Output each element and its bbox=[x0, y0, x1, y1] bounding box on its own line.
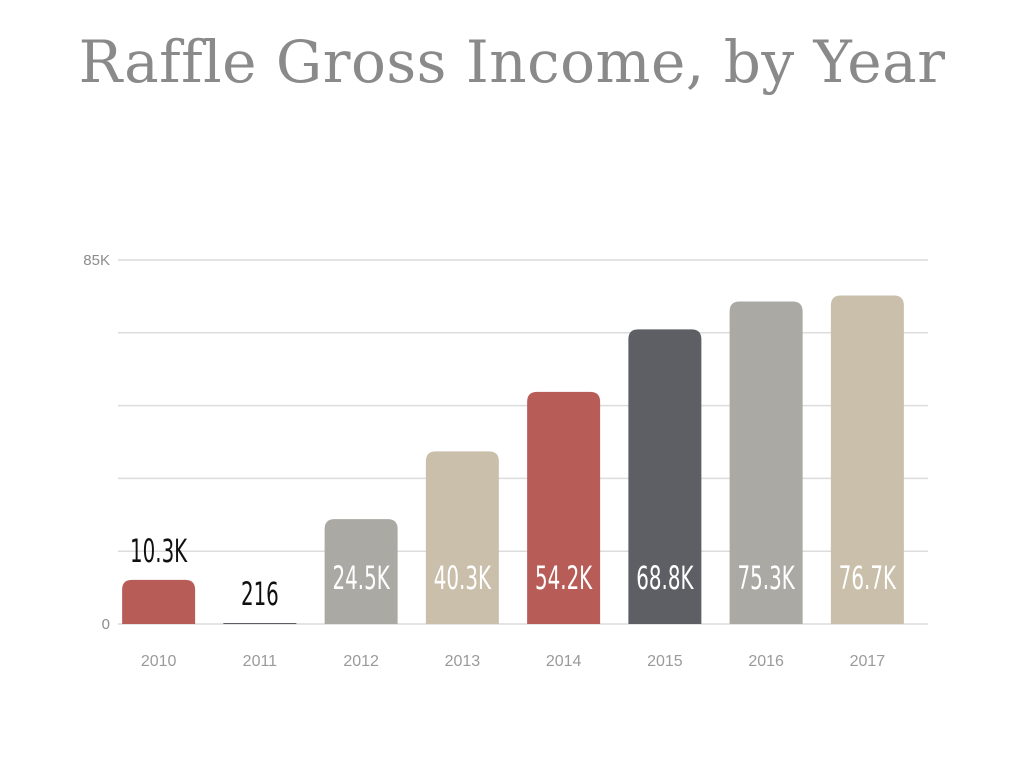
x-tick-label-2015: 2015 bbox=[647, 653, 683, 670]
x-tick-label-2011: 2011 bbox=[243, 653, 278, 670]
x-tick-label-2017: 2017 bbox=[850, 653, 886, 670]
data-label-2017: 76.7K bbox=[839, 560, 897, 597]
data-label-2012: 24.5K bbox=[333, 560, 391, 597]
y-tick-label: 85K bbox=[83, 252, 110, 269]
bar-2014 bbox=[527, 391, 601, 624]
chart-title: Raffle Gross Income, by Year bbox=[78, 28, 946, 96]
bars bbox=[122, 295, 904, 624]
x-axis-ticks: 2010 2011 2012 2013 2014 2015 2016 2017 bbox=[141, 653, 885, 670]
y-axis-ticks: 0 85K bbox=[83, 252, 110, 633]
bar-2012 bbox=[324, 519, 398, 624]
data-labels: 10.3K 216 24.5K 40.3K 54.2K 68.8K 75.3K 76.7K bbox=[130, 533, 897, 613]
data-label-2010: 10.3K bbox=[130, 533, 188, 570]
x-tick-label-2012: 2012 bbox=[343, 653, 379, 670]
data-label-2011: 216 bbox=[241, 576, 279, 613]
data-label-2016: 75.3K bbox=[738, 560, 796, 597]
data-label-2014: 54.2K bbox=[535, 560, 593, 597]
bar-2011 bbox=[223, 623, 297, 624]
bar-2016 bbox=[729, 301, 803, 624]
bar-2013 bbox=[425, 451, 499, 624]
data-label-2013: 40.3K bbox=[434, 560, 492, 597]
y-tick-label: 0 bbox=[102, 616, 110, 633]
bar-2017 bbox=[830, 295, 904, 624]
x-tick-label-2016: 2016 bbox=[748, 653, 784, 670]
data-label-2015: 68.8K bbox=[636, 560, 694, 597]
bar-2015 bbox=[628, 329, 702, 624]
gridlines bbox=[118, 259, 928, 625]
x-tick-label-2014: 2014 bbox=[546, 653, 582, 670]
bar-2010 bbox=[122, 579, 196, 624]
x-tick-label-2013: 2013 bbox=[445, 653, 481, 670]
x-tick-label-2010: 2010 bbox=[141, 653, 177, 670]
